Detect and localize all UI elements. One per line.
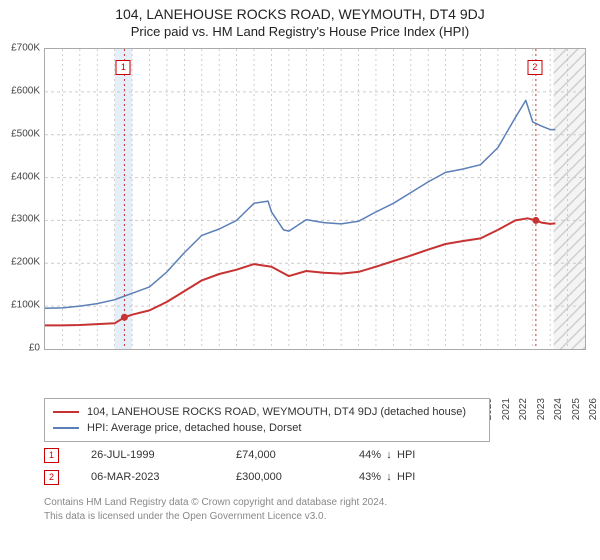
chart-area: £0£100K£200K£300K£400K£500K£600K£700K199…	[0, 48, 600, 376]
sale-badge: 1	[116, 60, 131, 75]
table-row: 2 06-MAR-2023 £300,000 43% ↓ HPI	[44, 466, 584, 488]
y-tick: £500K	[0, 128, 40, 139]
down-arrow-icon: ↓	[381, 449, 397, 461]
sale-price: £74,000	[236, 449, 341, 461]
sale-hpi-label: HPI	[397, 471, 427, 483]
legend: 104, LANEHOUSE ROCKS ROAD, WEYMOUTH, DT4…	[44, 398, 490, 442]
x-tick: 2021	[501, 398, 512, 420]
y-tick: £0	[0, 343, 40, 354]
sale-badge-2: 2	[44, 470, 59, 485]
legend-label-price: 104, LANEHOUSE ROCKS ROAD, WEYMOUTH, DT4…	[87, 404, 466, 420]
y-tick: £300K	[0, 214, 40, 225]
legend-swatch-price	[53, 411, 79, 413]
sale-price: £300,000	[236, 471, 341, 483]
x-tick: 2026	[588, 398, 599, 420]
footer: Contains HM Land Registry data © Crown c…	[44, 496, 584, 524]
sale-date: 06-MAR-2023	[91, 471, 236, 483]
x-tick: 2024	[553, 398, 564, 420]
sale-pct: 44%	[341, 449, 381, 461]
x-tick: 2022	[518, 398, 529, 420]
y-tick: £400K	[0, 171, 40, 182]
sale-pct: 43%	[341, 471, 381, 483]
legend-row: 104, LANEHOUSE ROCKS ROAD, WEYMOUTH, DT4…	[53, 404, 481, 420]
footer-line-1: Contains HM Land Registry data © Crown c…	[44, 496, 584, 510]
table-row: 1 26-JUL-1999 £74,000 44% ↓ HPI	[44, 444, 584, 466]
plot-area	[44, 48, 586, 350]
legend-label-hpi: HPI: Average price, detached house, Dors…	[87, 420, 301, 436]
title-main: 104, LANEHOUSE ROCKS ROAD, WEYMOUTH, DT4…	[0, 6, 600, 22]
sale-badge: 2	[527, 60, 542, 75]
legend-swatch-hpi	[53, 427, 79, 429]
title-block: 104, LANEHOUSE ROCKS ROAD, WEYMOUTH, DT4…	[0, 0, 600, 39]
y-tick: £600K	[0, 85, 40, 96]
sale-badge-1: 1	[44, 448, 59, 463]
sale-date: 26-JUL-1999	[91, 449, 236, 461]
y-tick: £100K	[0, 300, 40, 311]
y-tick: £700K	[0, 43, 40, 54]
sales-table: 1 26-JUL-1999 £74,000 44% ↓ HPI 2 06-MAR…	[44, 444, 584, 488]
footer-line-2: This data is licensed under the Open Gov…	[44, 510, 584, 524]
chart-svg	[45, 49, 585, 349]
x-tick: 2025	[571, 398, 582, 420]
title-sub: Price paid vs. HM Land Registry's House …	[0, 24, 600, 39]
sale-hpi-label: HPI	[397, 449, 427, 461]
legend-row: HPI: Average price, detached house, Dors…	[53, 420, 481, 436]
y-tick: £200K	[0, 257, 40, 268]
down-arrow-icon: ↓	[381, 471, 397, 483]
x-tick: 2023	[536, 398, 547, 420]
